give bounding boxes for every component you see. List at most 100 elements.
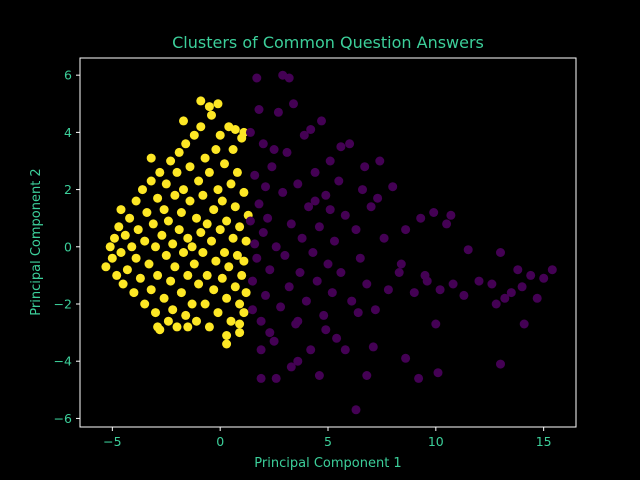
data-point bbox=[401, 225, 411, 235]
data-point bbox=[232, 250, 242, 260]
data-point bbox=[353, 308, 363, 318]
data-point bbox=[435, 285, 445, 295]
data-point bbox=[252, 253, 262, 263]
data-point bbox=[446, 210, 456, 220]
data-point bbox=[120, 230, 130, 240]
data-point bbox=[532, 293, 542, 303]
data-point bbox=[265, 328, 275, 338]
data-point bbox=[161, 179, 171, 189]
data-point bbox=[232, 167, 242, 177]
data-point bbox=[500, 293, 510, 303]
data-point bbox=[289, 99, 298, 109]
data-point bbox=[176, 288, 186, 298]
data-point bbox=[211, 145, 221, 154]
data-point bbox=[284, 282, 294, 292]
data-point bbox=[140, 236, 150, 246]
data-point bbox=[151, 242, 160, 252]
data-point bbox=[131, 253, 141, 263]
data-point bbox=[207, 110, 216, 120]
data-point bbox=[222, 293, 232, 303]
data-point bbox=[204, 167, 214, 177]
data-point bbox=[239, 308, 249, 318]
data-point bbox=[226, 316, 236, 326]
data-point bbox=[273, 107, 283, 117]
data-point bbox=[286, 362, 296, 372]
y-tick-label: 6 bbox=[64, 68, 72, 83]
data-point bbox=[351, 405, 361, 415]
data-point bbox=[519, 319, 529, 329]
data-point bbox=[228, 145, 238, 154]
data-point bbox=[442, 219, 452, 229]
data-point bbox=[179, 185, 188, 195]
data-point bbox=[110, 233, 119, 243]
data-point bbox=[491, 299, 501, 309]
data-point bbox=[183, 270, 193, 280]
data-point bbox=[235, 319, 245, 329]
data-point bbox=[159, 293, 169, 303]
y-tick-label: −2 bbox=[54, 297, 72, 312]
data-point bbox=[213, 99, 223, 109]
data-point bbox=[317, 116, 326, 126]
data-point bbox=[192, 213, 201, 223]
data-point bbox=[185, 162, 195, 172]
data-point bbox=[459, 290, 469, 300]
data-point bbox=[373, 193, 383, 203]
data-point bbox=[194, 176, 204, 186]
data-point bbox=[332, 333, 342, 343]
data-point bbox=[321, 190, 331, 200]
data-point bbox=[144, 259, 154, 269]
data-point bbox=[192, 316, 201, 326]
data-point bbox=[250, 170, 260, 180]
data-point bbox=[276, 302, 286, 312]
data-point bbox=[351, 225, 361, 235]
data-point bbox=[140, 299, 150, 309]
data-point bbox=[172, 322, 182, 332]
data-point bbox=[506, 288, 516, 298]
data-point bbox=[235, 299, 245, 309]
data-point bbox=[319, 310, 329, 320]
data-points bbox=[101, 70, 557, 415]
data-point bbox=[334, 176, 344, 186]
data-point bbox=[368, 342, 378, 352]
data-point bbox=[254, 199, 264, 209]
data-point bbox=[211, 256, 221, 266]
data-point bbox=[429, 208, 439, 217]
data-point bbox=[148, 219, 158, 229]
data-point bbox=[278, 187, 288, 197]
data-point bbox=[301, 296, 311, 306]
data-point bbox=[254, 105, 264, 114]
data-point bbox=[155, 167, 165, 177]
data-point bbox=[295, 268, 305, 277]
data-point bbox=[360, 162, 370, 172]
data-point bbox=[172, 167, 182, 177]
data-point bbox=[187, 299, 197, 309]
data-point bbox=[310, 196, 320, 206]
data-point bbox=[496, 359, 505, 369]
chart-title: Clusters of Common Question Answers bbox=[172, 33, 484, 52]
data-point bbox=[340, 345, 350, 355]
data-point bbox=[340, 210, 350, 220]
data-point bbox=[314, 222, 324, 232]
y-axis-ticks: −6 −4 −2 0 2 4 6 bbox=[54, 68, 80, 426]
data-point bbox=[366, 202, 376, 212]
data-point bbox=[179, 248, 188, 257]
data-point bbox=[265, 265, 275, 275]
data-point bbox=[355, 253, 365, 263]
data-point bbox=[116, 248, 126, 257]
data-point bbox=[209, 205, 219, 215]
data-point bbox=[282, 147, 292, 157]
data-point bbox=[129, 288, 139, 298]
data-point bbox=[448, 279, 458, 289]
data-point bbox=[414, 373, 424, 383]
data-point bbox=[463, 245, 473, 255]
data-point bbox=[258, 139, 268, 149]
data-point bbox=[304, 202, 314, 212]
data-point bbox=[198, 248, 208, 257]
data-point bbox=[383, 285, 393, 295]
data-point bbox=[375, 156, 385, 166]
data-point bbox=[269, 145, 279, 154]
data-point bbox=[116, 205, 126, 215]
data-point bbox=[420, 270, 430, 280]
